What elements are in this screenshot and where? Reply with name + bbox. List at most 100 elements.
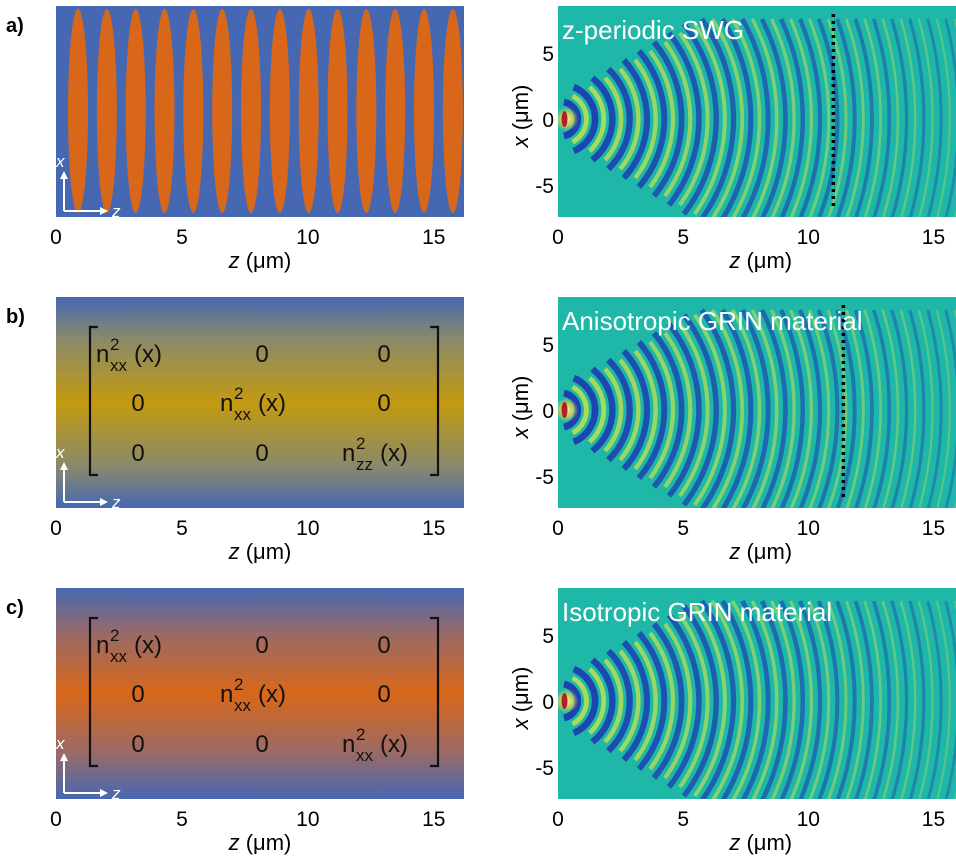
wavefront-trough xyxy=(699,599,737,799)
matrix-entry: 0 xyxy=(131,390,144,417)
wavefront-trough xyxy=(621,348,650,472)
wavefront-trough xyxy=(740,308,771,508)
wavefront-trough xyxy=(572,83,599,155)
x-tick-label: -5 xyxy=(535,466,554,489)
matrix-entry: 0 xyxy=(377,390,390,417)
z-tick-label: 10 xyxy=(296,226,319,249)
matrix-entry-sub: xx xyxy=(110,647,128,666)
z-tick-label: 10 xyxy=(797,517,820,540)
z-tick-label: 5 xyxy=(677,226,689,249)
wavefront-crest xyxy=(750,18,779,217)
z-tick-label: 15 xyxy=(422,517,445,540)
panel-label: a) xyxy=(6,15,24,37)
matrix-bracket-right xyxy=(430,616,440,768)
panel-c: c)n 2xx (x) 0 00 n 2xx (x) 00 0 n 2xx (x)xz0 5 10 15z (… xyxy=(6,588,956,855)
inset-x-label: x xyxy=(55,152,65,171)
matrix-entry: 0 xyxy=(255,440,268,467)
wavefront-crest xyxy=(633,640,658,762)
wavefront-crest xyxy=(826,18,848,217)
wavefront-crest xyxy=(935,18,951,217)
matrix-entry-base: n xyxy=(342,731,355,758)
wavefront-trough xyxy=(572,665,599,737)
z-tick-label: 0 xyxy=(50,517,62,540)
matrix-entry: n 2 xx (x) xyxy=(220,675,286,715)
wavefront-crest xyxy=(678,31,710,207)
z-tick-label: 15 xyxy=(922,808,945,831)
wavefront-crest xyxy=(618,358,641,462)
wavefront-trough xyxy=(779,309,806,508)
wavefront-trough xyxy=(666,322,702,498)
panel-label: c) xyxy=(6,597,24,619)
matrix-entry-sup: 2 xyxy=(234,675,243,694)
x-tick-label: 0 xyxy=(542,691,554,714)
wavefront-trough xyxy=(816,600,840,799)
z-tick-label: 0 xyxy=(552,517,564,540)
z-tick-label: 5 xyxy=(176,226,188,249)
wavefront-trough xyxy=(759,17,788,217)
z-tick-label: 0 xyxy=(50,808,62,831)
wavefront-trough xyxy=(651,331,685,489)
wavefront-trough xyxy=(798,18,823,217)
wavefront-crest xyxy=(648,49,676,189)
inset-axes: xz xyxy=(55,734,121,803)
swg-segment xyxy=(385,9,406,213)
wavefront-trough xyxy=(666,31,702,207)
x-tick-label: 5 xyxy=(542,334,554,357)
matrix-bracket-right xyxy=(430,325,440,477)
matrix-entry-arg: (x) xyxy=(134,341,162,368)
wavefront-crest xyxy=(807,309,831,508)
matrix-entry: 0 xyxy=(131,731,144,758)
field-plot: Isotropic GRIN material 5 0 -5 x (μm) 0 5 10 15 z… xyxy=(508,588,956,855)
matrix-entry: 0 xyxy=(255,731,268,758)
x-tick-label: 5 xyxy=(542,43,554,66)
z-axis-label: z (μm) xyxy=(228,248,292,273)
swg-segment xyxy=(414,9,435,213)
matrix-bracket-left xyxy=(88,325,98,477)
wavefront-trough xyxy=(853,600,874,799)
wavefront-trough xyxy=(835,18,857,217)
wavefront-trough xyxy=(872,18,892,217)
matrix-entry-sup: 2 xyxy=(356,434,365,453)
wavefront-trough xyxy=(908,18,926,217)
inset-axes: xz xyxy=(55,152,121,221)
swg-segment xyxy=(442,9,463,213)
wavefront-crest xyxy=(863,600,882,799)
wavefront-crest xyxy=(587,85,607,153)
swg-segment xyxy=(154,9,175,213)
wavefront-trough xyxy=(944,18,956,217)
matrix-entry-sup: 2 xyxy=(110,626,119,645)
wavefront-trough xyxy=(740,599,771,799)
matrix-entry-sub: xx xyxy=(110,356,128,375)
wavefront-crest xyxy=(750,600,779,799)
wavefront-trough xyxy=(590,75,616,163)
wavefront-crest xyxy=(845,18,865,217)
wavefront-trough xyxy=(681,22,719,216)
permittivity-matrix: n 2xx (x) 0 00 n 2xx (x) 00 0 n 2zz (x) xyxy=(88,325,440,477)
wavefront-crest xyxy=(917,18,934,217)
z-tick-label: 10 xyxy=(296,808,319,831)
wavefront-crest xyxy=(770,600,796,799)
z-tick-label: 10 xyxy=(797,226,820,249)
swg-segment xyxy=(298,9,319,213)
wavefront-trough xyxy=(759,308,788,508)
inset-z-arrowhead xyxy=(100,498,108,506)
field-plot: Anisotropic GRIN material 5 0 -5 x (μm) 0 5 10 1… xyxy=(508,297,956,564)
matrix-entry-arg: (x) xyxy=(258,681,286,708)
wavefront-crest xyxy=(618,649,641,753)
z-tick-label: 0 xyxy=(50,226,62,249)
x-axis-label: x (μm) xyxy=(508,667,533,731)
structure-plot: xz0 5 10 15z (μm) xyxy=(50,6,464,273)
wavefront-crest xyxy=(693,22,727,216)
inset-x-arrowhead xyxy=(60,753,68,761)
wavefront-trough xyxy=(816,18,840,217)
field-plot-title: Isotropic GRIN material xyxy=(562,597,832,627)
wavefront-crest xyxy=(603,76,624,162)
matrix-entry: n 2 xx (x) xyxy=(220,384,286,424)
z-tick-label: 5 xyxy=(677,808,689,831)
matrix-entry-sub: xx xyxy=(356,746,374,765)
z-tick-label: 15 xyxy=(422,808,445,831)
matrix-entry: 0 xyxy=(377,681,390,708)
wavefront-crest xyxy=(603,658,624,744)
